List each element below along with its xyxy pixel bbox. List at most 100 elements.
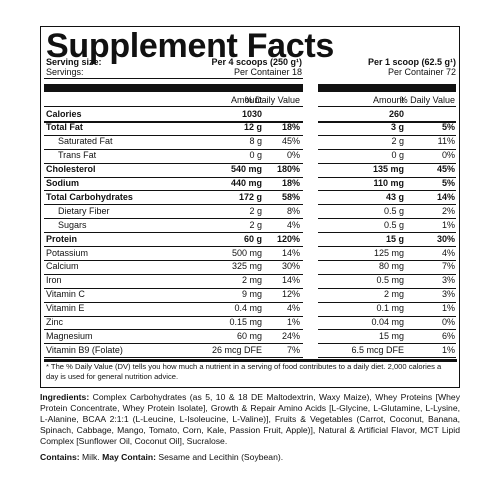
amount: 440 mg: [230, 178, 262, 188]
nutrient-name: Zinc: [46, 317, 64, 327]
rule: [44, 204, 303, 205]
may-contain-label: May Contain:: [102, 452, 157, 462]
nutrient-name: Potassium: [46, 247, 89, 258]
nutrient-name: Vitamin B9 (Folate): [46, 344, 123, 355]
daily-value: 45%: [436, 164, 455, 175]
daily-value: 5%: [441, 122, 455, 133]
rule: [318, 232, 456, 233]
rule: [44, 190, 303, 192]
ingredients-text: Complex Carbohydrates (as 5, 10 & 18 DE …: [40, 392, 460, 446]
daily-value: 4%: [441, 247, 455, 258]
daily-value: 12%: [281, 289, 300, 300]
amount: 2 mg: [241, 275, 262, 286]
rule: [44, 359, 457, 363]
amount: 540 mg: [230, 164, 262, 175]
amount: 125 mg: [373, 247, 404, 258]
daily-value: 180%: [276, 164, 300, 175]
nutrient-name: Vitamin C: [46, 289, 85, 300]
amount: 8 g: [249, 136, 262, 147]
nutrient-name: Calories: [46, 108, 82, 119]
serving-size-label: Serving size:: [46, 57, 102, 67]
rule: [318, 259, 456, 261]
amount: 2 g: [391, 136, 404, 147]
daily-value: 18%: [281, 122, 300, 133]
amount: 1030: [241, 108, 262, 119]
amount: 172 g: [238, 191, 262, 202]
daily-value: 5%: [441, 178, 455, 188]
amount: 0.5 mg: [376, 275, 404, 286]
amount: 0.4 mg: [234, 303, 262, 314]
amount: 500 mg: [231, 247, 262, 258]
nutrient-name: Total Carbohydrates: [46, 191, 133, 202]
daily-value: 8%: [286, 205, 300, 216]
amount: 0.1 mg: [376, 303, 404, 314]
rule: [318, 357, 456, 358]
daily-value: 1%: [441, 219, 455, 230]
ingredients-label: Ingredients:: [40, 392, 90, 402]
amount: 3 g: [390, 122, 404, 133]
daily-value: 30%: [281, 261, 300, 272]
rule: [318, 190, 456, 192]
daily-value: 7%: [286, 344, 300, 355]
rule: [318, 148, 456, 150]
daily-value: 4%: [286, 219, 300, 230]
daily-value: 3%: [441, 289, 455, 300]
rule: [318, 120, 456, 123]
rule: [44, 78, 303, 79]
nutrient-name: Protein: [46, 233, 78, 244]
amount: 2 g: [249, 219, 262, 230]
daily-value: 7%: [441, 261, 455, 272]
rule: [318, 218, 456, 219]
nutrient-name: Sodium: [46, 178, 79, 188]
rule: [44, 106, 303, 107]
nutrient-name: Dietary Fiber: [58, 205, 110, 216]
rule: [318, 176, 456, 178]
rule: [44, 232, 303, 233]
amount: 135 mg: [372, 164, 404, 175]
nutrient-name: Trans Fat: [58, 150, 97, 161]
rule: [44, 84, 303, 92]
col1-servings: Per Container 18: [233, 67, 302, 77]
rule: [318, 315, 456, 317]
rule: [44, 148, 303, 150]
dv-header: % Daily Value: [399, 95, 455, 105]
nutrient-name: Cholesterol: [46, 164, 96, 175]
contains-label: Contains:: [40, 452, 80, 462]
daily-value: 45%: [281, 136, 300, 147]
amount: 0 g: [391, 150, 404, 161]
amount-header: Amount: [230, 95, 262, 105]
daily-value: 14%: [281, 275, 300, 286]
amount: 325 mg: [231, 261, 262, 272]
rule: [44, 120, 303, 123]
nutrient-name: Sugars: [58, 219, 87, 230]
amount-header: Amount: [372, 95, 404, 105]
daily-value: 1%: [441, 303, 455, 314]
daily-value: 1%: [441, 344, 455, 355]
amount: 2 mg: [383, 289, 404, 300]
daily-value: 58%: [281, 191, 300, 202]
col2-size: Per 1 scoop (62.5 g¹): [367, 57, 456, 67]
contains-text: Milk.: [82, 452, 100, 462]
col1-size: Per 4 scoops (250 g¹): [211, 57, 302, 67]
rule: [318, 134, 456, 136]
rule: [318, 273, 456, 275]
daily-value: 30%: [436, 233, 455, 244]
daily-value: 6%: [441, 330, 455, 341]
contains: Contains: Milk. May Contain: Sesame and …: [40, 452, 283, 462]
title: Supplement Facts: [46, 27, 335, 65]
rule: [44, 343, 303, 344]
footnote: * The % Daily Value (DV) tells you how m…: [46, 362, 442, 381]
nutrient-name: Iron: [46, 275, 62, 286]
amount: 6.5 mcg DFE: [351, 344, 404, 355]
amount: 0 g: [249, 150, 262, 161]
rule: [44, 301, 303, 303]
amount: 12 g: [243, 122, 262, 133]
daily-value: 11%: [437, 136, 455, 147]
daily-value: 24%: [281, 330, 300, 341]
rule: [318, 204, 456, 205]
daily-value: 14%: [281, 247, 300, 258]
nutrient-name: Magnesium: [46, 330, 93, 341]
rule: [318, 301, 456, 303]
facts-box: [40, 26, 460, 388]
